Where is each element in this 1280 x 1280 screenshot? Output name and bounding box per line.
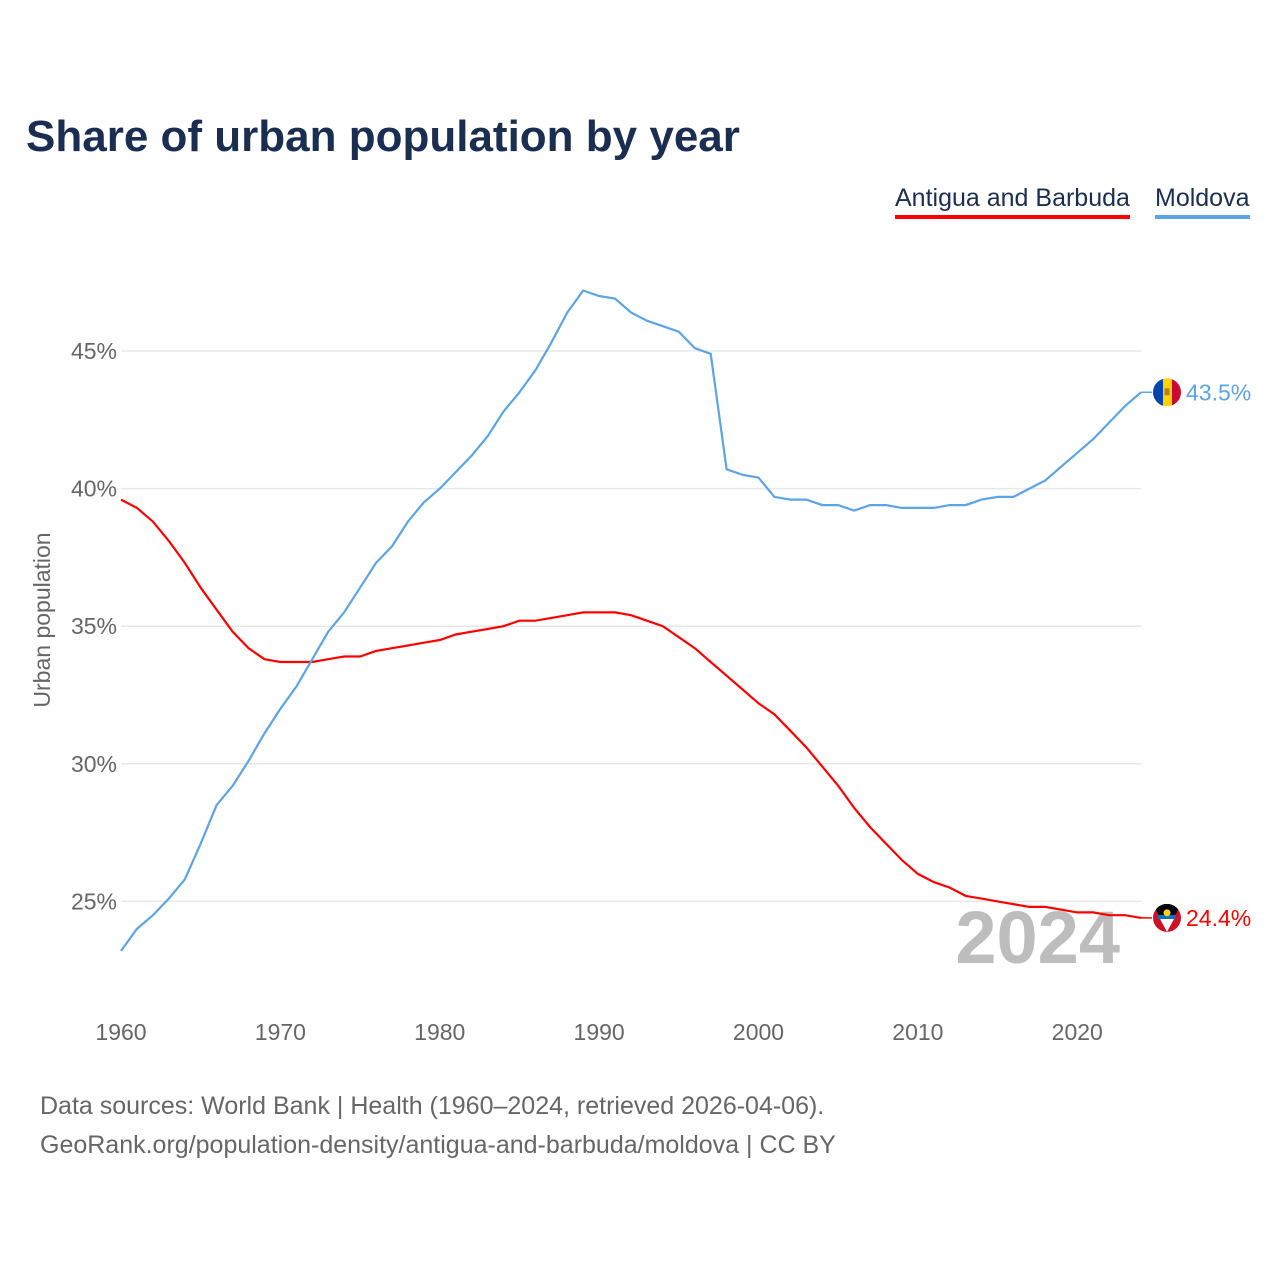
flag-emblem: [1164, 388, 1170, 396]
flag-white: [1160, 918, 1174, 932]
moldova-flag-icon: [1153, 378, 1181, 407]
flag-sun: [1163, 909, 1171, 917]
y-tick-label: 30%: [71, 751, 117, 777]
flag-body: [1153, 378, 1181, 407]
chart-title: Share of urban population by year: [26, 112, 740, 161]
y-tick-label: 25%: [71, 888, 117, 914]
y-axis-label: Urban population: [29, 532, 55, 707]
end-value-label: 43.5%: [1186, 379, 1251, 405]
footer-link[interactable]: GeoRank.org/population-density/antigua-a…: [40, 1131, 836, 1159]
x-tick-label: 1980: [414, 1019, 465, 1045]
x-tick-label: 1990: [574, 1019, 625, 1045]
year-watermark: 2024: [955, 896, 1120, 979]
footer: Data sources: World Bank | Health (1960–…: [40, 1087, 836, 1165]
series-line-antigua-and-barbuda: [120, 498, 1142, 919]
legend-moldova[interactable]: Moldova: [1155, 184, 1250, 219]
y-tick-label: 45%: [71, 338, 117, 364]
x-tick-label: 1960: [95, 1019, 146, 1045]
flag-stripe: [1153, 378, 1163, 407]
flag-body: [1153, 903, 1181, 932]
flag-blue: [1158, 914, 1176, 919]
x-tick-label: 2000: [733, 1019, 784, 1045]
footer-sources: Data sources: World Bank | Health (1960–…: [40, 1092, 825, 1120]
antigua-flag-icon: [1153, 903, 1181, 932]
x-tick-label: 1970: [255, 1019, 306, 1045]
x-tick-label: 2010: [892, 1019, 943, 1045]
flag-stripe: [1172, 378, 1181, 407]
y-tick-label: 40%: [71, 476, 117, 502]
x-tick-label: 2020: [1052, 1019, 1103, 1045]
y-tick-label: 35%: [71, 613, 117, 639]
legend-antigua-and-barbuda[interactable]: Antigua and Barbuda: [895, 184, 1130, 219]
series-line-moldova: [120, 289, 1142, 952]
end-value-label: 24.4%: [1186, 905, 1251, 931]
